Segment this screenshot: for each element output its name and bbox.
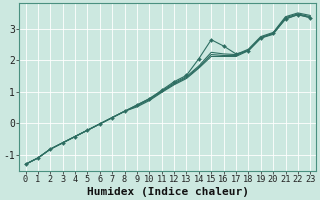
- X-axis label: Humidex (Indice chaleur): Humidex (Indice chaleur): [87, 186, 249, 197]
